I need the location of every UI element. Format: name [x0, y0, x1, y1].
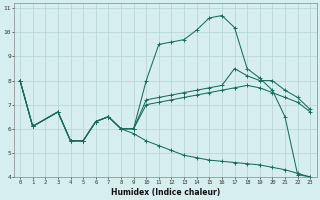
X-axis label: Humidex (Indice chaleur): Humidex (Indice chaleur) [110, 188, 220, 197]
